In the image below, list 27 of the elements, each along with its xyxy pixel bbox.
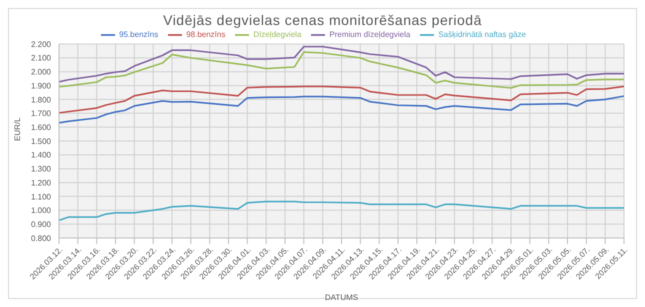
y-tick-label: 1.900 bbox=[30, 81, 52, 90]
line-series bbox=[59, 51, 624, 89]
legend-label: Dīzeļdegviela bbox=[253, 30, 302, 40]
y-tick-label: 1.200 bbox=[30, 178, 52, 188]
y-tick-label: 1.700 bbox=[30, 109, 52, 118]
y-tick-label: 2.100 bbox=[30, 54, 52, 63]
legend-label: Premium dīzeļdegviela bbox=[329, 30, 410, 40]
y-tick-label: 2.000 bbox=[30, 68, 52, 77]
y-tick-label: 1.500 bbox=[30, 136, 52, 146]
y-tick-label: 1.300 bbox=[30, 164, 52, 174]
y-tick-label: 1.100 bbox=[30, 192, 52, 202]
legend-label: 95.benzīns bbox=[119, 30, 158, 40]
y-tick-label: 1.400 bbox=[30, 150, 52, 160]
chart-title: Vidējās degvielas cenas monitorēšanas periodā bbox=[162, 11, 483, 30]
y-tick-label: 1.600 bbox=[30, 122, 52, 132]
line-series bbox=[59, 95, 624, 124]
y-tick-label: 1.000 bbox=[30, 206, 52, 216]
legend-label: 98.benzīns bbox=[186, 30, 226, 40]
y-tick-label: 0.900 bbox=[30, 220, 52, 229]
line-series bbox=[59, 200, 624, 222]
y-axis-title: EUR/L bbox=[12, 116, 22, 141]
y-tick-label: 1.800 bbox=[30, 95, 52, 104]
y-tick-label: 0.800 bbox=[30, 234, 52, 243]
x-axis-title: DATUMS bbox=[324, 293, 358, 302]
line-series bbox=[59, 86, 624, 114]
y-tick-label: 2.200 bbox=[30, 40, 52, 49]
legend-label: Sašķidrinātā naftas gāze bbox=[438, 30, 526, 40]
